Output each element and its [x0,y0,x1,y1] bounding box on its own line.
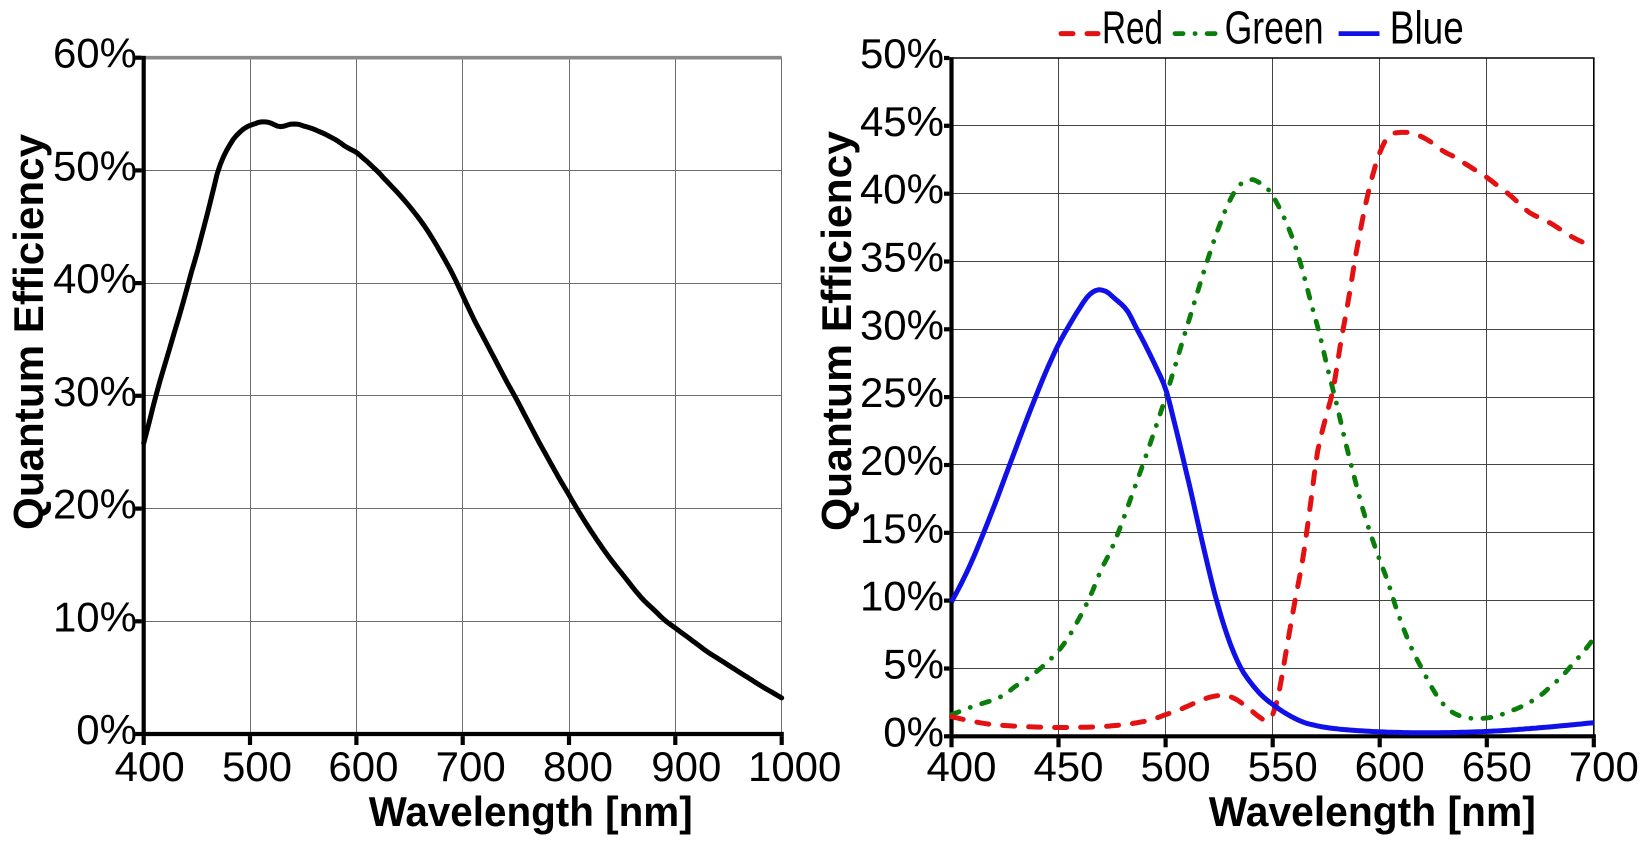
svg-text:650: 650 [1462,743,1532,790]
svg-text:20%: 20% [53,481,137,528]
svg-text:1000: 1000 [748,743,841,790]
svg-text:800: 800 [543,743,613,790]
svg-text:Wavelength [nm]: Wavelength [nm] [1209,788,1536,835]
svg-text:0%: 0% [883,708,944,755]
svg-text:550: 550 [1248,743,1318,790]
svg-text:400: 400 [926,743,996,790]
svg-text:500: 500 [1141,743,1211,790]
svg-text:15%: 15% [860,505,944,552]
svg-text:25%: 25% [860,369,944,416]
svg-text:45%: 45% [860,98,944,145]
svg-text:10%: 10% [53,593,137,640]
svg-text:40%: 40% [860,166,944,213]
svg-text:Wavelength [nm]: Wavelength [nm] [369,788,693,835]
svg-text:50%: 50% [53,142,137,189]
svg-text:10%: 10% [860,573,944,620]
svg-text:30%: 30% [860,301,944,348]
svg-text:5%: 5% [883,641,944,688]
svg-text:60%: 60% [53,30,137,77]
svg-text:35%: 35% [860,234,944,281]
svg-text:600: 600 [328,743,398,790]
svg-text:900: 900 [651,743,721,790]
svg-text:30%: 30% [53,368,137,415]
svg-text:Red: Red [1102,2,1163,54]
svg-text:Green: Green [1225,2,1324,54]
svg-text:Quantum Efficiency: Quantum Efficiency [813,130,860,531]
svg-text:600: 600 [1355,743,1425,790]
svg-text:450: 450 [1033,743,1103,790]
svg-text:400: 400 [115,743,185,790]
svg-text:500: 500 [222,743,292,790]
svg-text:700: 700 [1569,743,1639,790]
svg-text:20%: 20% [860,437,944,484]
svg-text:50%: 50% [860,30,944,77]
svg-text:Blue: Blue [1390,2,1464,54]
svg-text:Quantum Efficiency: Quantum Efficiency [5,133,52,530]
svg-text:40%: 40% [53,255,137,302]
svg-text:700: 700 [436,743,506,790]
svg-text:0%: 0% [76,706,137,753]
